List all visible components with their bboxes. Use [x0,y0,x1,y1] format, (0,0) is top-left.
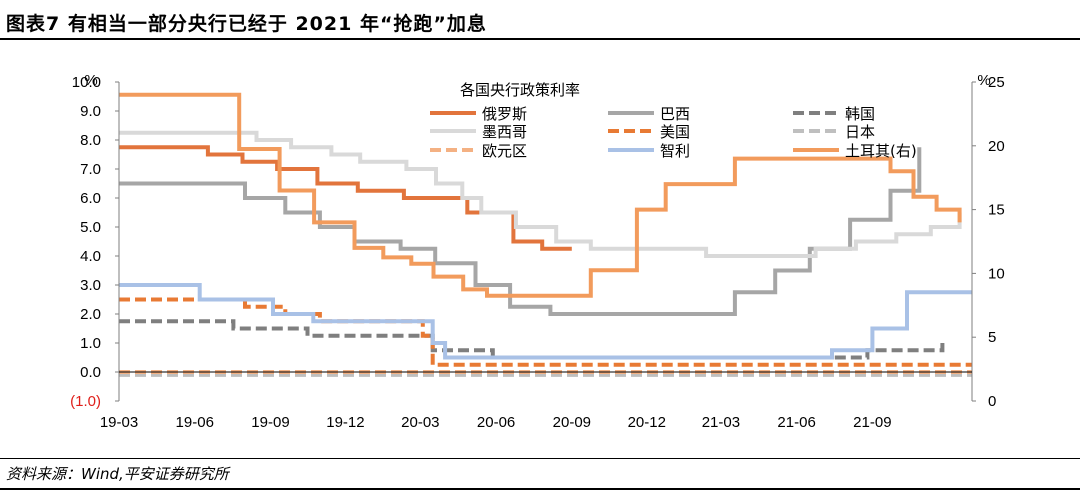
x-tick-label: 20-09 [553,414,591,431]
legend-label: 日本 [845,123,875,141]
left-tick-label: 8.0 [80,132,101,149]
left-tick-label: 2.0 [80,306,101,323]
policy-rate-chart: (1.0) 0.0 1.0 2.0 3.0 4.0 5.0 6.0 7.0 8.0 9.0 10.0%… [70,72,1005,431]
left-tick-label: 10.0 [72,74,101,91]
x-tick-label: 19-12 [326,414,364,431]
chart-title: 各国央行政策利率 [460,81,580,99]
axes: (1.0) 0.0 1.0 2.0 3.0 4.0 5.0 6.0 7.0 8.0 9.0 10.0%… [70,72,1005,431]
left-axis-unit: % [84,72,97,89]
legend-label: 美国 [660,123,690,141]
right-tick-label: 0 [988,393,996,410]
legend-label: 欧元区 [482,142,527,160]
legend-label: 智利 [660,142,690,160]
right-axis-unit: % [977,72,990,89]
series-line [119,297,972,367]
x-tick-label: 21-03 [702,414,740,431]
x-tick-label: 20-06 [477,414,515,431]
figure-title: 图表7 有相当一部分央行已经于 2021 年“抢跑”加息 [6,13,487,35]
legend-label: 俄罗斯 [482,105,527,123]
x-tick-label: 20-12 [628,414,666,431]
legend-label: 韩国 [845,105,875,123]
left-tick-label: 7.0 [80,161,101,178]
series-line [119,319,945,360]
x-tick-label: 19-06 [176,414,214,431]
x-tick-label: 19-03 [100,414,138,431]
x-tick-label: 21-06 [777,414,815,431]
series-line [119,92,962,298]
series-line [119,283,972,360]
left-tick-label: (1.0) [70,393,101,410]
x-tick-label: 21-09 [853,414,891,431]
legend-label: 土耳其(右) [845,142,917,160]
right-tick-label: 10 [988,265,1005,282]
right-tick-label: 20 [988,138,1005,155]
source-note: 资料来源：Wind,平安证券研究所 [6,465,229,483]
right-tick-label: 25 [988,74,1005,91]
right-tick-label: 5 [988,329,996,346]
left-tick-label: 5.0 [80,219,101,236]
left-tick-label: 4.0 [80,248,101,265]
left-tick-label: 3.0 [80,277,101,294]
left-tick-label: 0.0 [80,364,101,381]
legend-label: 巴西 [660,105,690,123]
footer-rule [0,458,1080,459]
right-tick-label: 15 [988,202,1005,219]
x-tick-label: 19-09 [251,414,289,431]
series-line [119,130,962,258]
series-line [119,145,572,251]
figure-header: 图表7 有相当一部分央行已经于 2021 年“抢跑”加息 [0,0,1080,40]
series-line [119,147,922,316]
left-tick-label: 1.0 [80,335,101,352]
left-tick-label: 9.0 [80,103,101,120]
left-tick-label: 6.0 [80,190,101,207]
legend-label: 墨西哥 [482,123,527,141]
x-tick-label: 20-03 [401,414,439,431]
header-rule [0,38,1080,40]
bottom-rule [0,488,1080,490]
